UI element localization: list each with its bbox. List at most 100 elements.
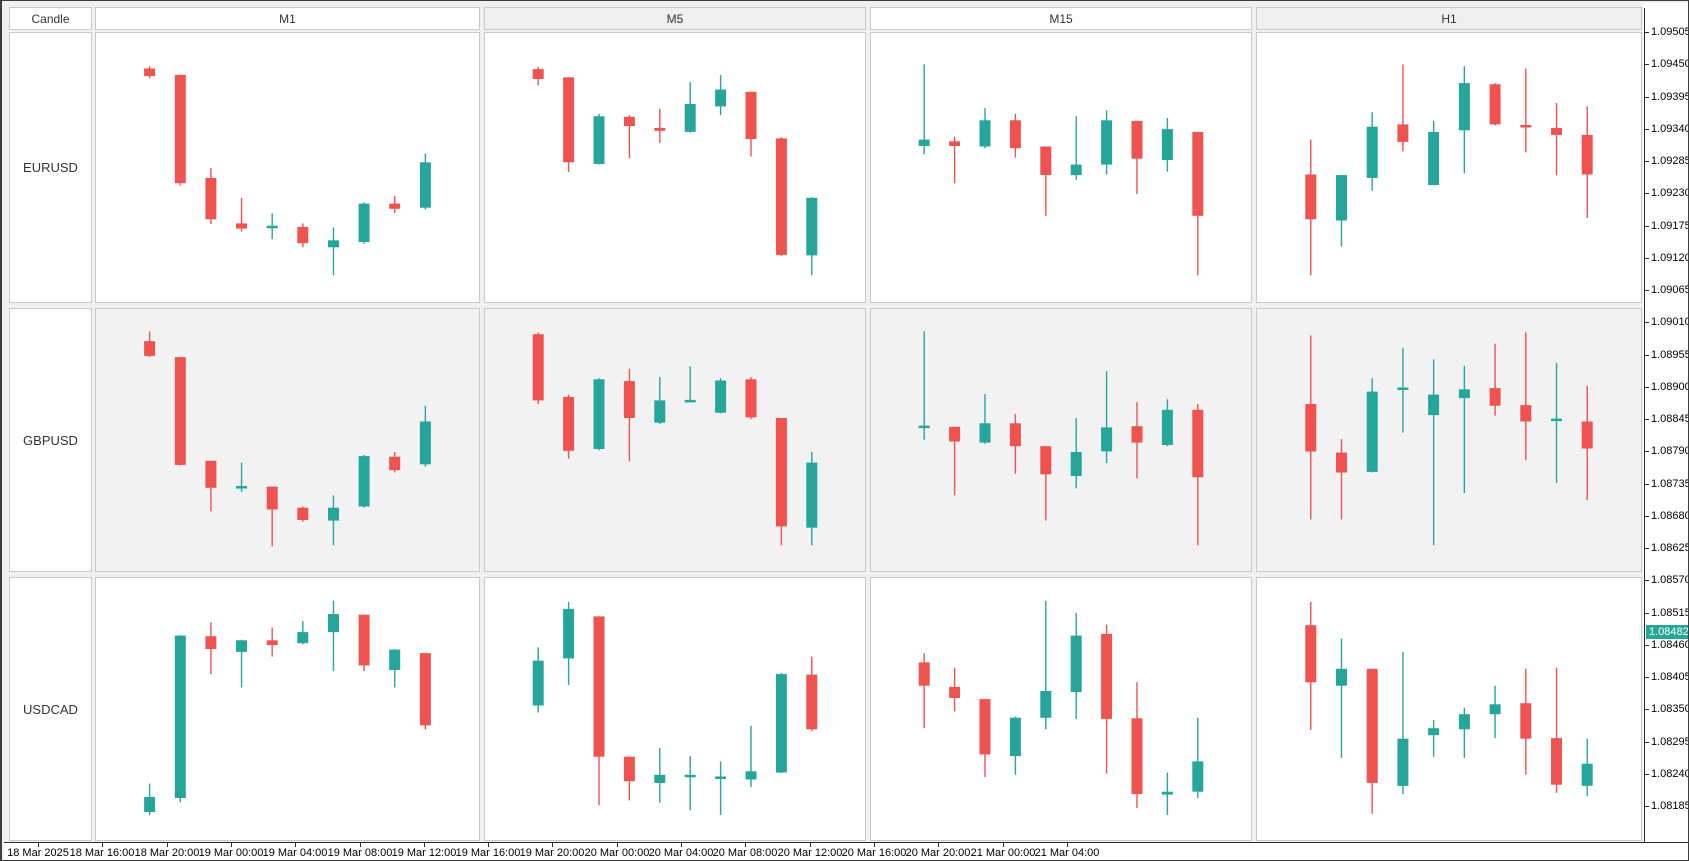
candle-body-up <box>1070 635 1082 693</box>
price-axis-label: 1.09340 <box>1651 123 1689 135</box>
chart-panel-gbpusd-h1[interactable] <box>1256 308 1642 572</box>
candle-body-up <box>1581 763 1593 786</box>
candle-body-up <box>1161 409 1173 445</box>
time-axis-label: 20 Mar 12:00 <box>777 847 843 859</box>
time-axis-label: 21 Mar 00:00 <box>970 847 1036 859</box>
candle-body-up <box>1458 83 1470 131</box>
chart-panel-eurusd-m5[interactable] <box>484 32 866 303</box>
time-axis-label: 19 Mar 20:00 <box>519 847 585 859</box>
candle-body-up <box>563 608 575 659</box>
candle-body-down <box>1551 738 1562 785</box>
candle-body-down <box>1305 625 1317 683</box>
candle-body-up <box>297 632 309 644</box>
candle-body-up <box>1397 387 1409 390</box>
price-axis-label: 1.08570 <box>1651 574 1689 586</box>
candle-body-down <box>1131 426 1143 443</box>
candle-body-up <box>1161 791 1173 795</box>
price-axis-label: 1.08515 <box>1651 607 1689 619</box>
candlestick-chart <box>532 66 818 276</box>
candlestick-chart <box>144 66 431 276</box>
price-axis-tick <box>1644 258 1649 259</box>
price-axis-label: 1.08625 <box>1651 542 1689 554</box>
candle-body-up <box>654 400 666 423</box>
time-axis-tick <box>102 843 103 847</box>
candle-body-up <box>1192 761 1204 792</box>
candle-body-up <box>1458 714 1470 730</box>
price-axis-label: 1.08955 <box>1651 349 1689 361</box>
time-axis-tick <box>1067 843 1068 847</box>
time-axis-background <box>4 842 1688 860</box>
price-axis-tick <box>1644 32 1649 33</box>
candle-body-up <box>1161 129 1173 160</box>
candle-body-up <box>174 635 186 798</box>
time-axis-tick <box>874 843 875 847</box>
row-label-eurusd: EURUSD <box>9 32 92 303</box>
chart-panel-eurusd-m1[interactable] <box>95 32 480 303</box>
candle-body-down <box>1040 446 1052 475</box>
candle-body-up <box>1101 120 1113 165</box>
candle-body-down <box>1009 120 1021 149</box>
candle-body-up <box>1458 389 1470 399</box>
time-axis-tick <box>1003 843 1004 847</box>
candle-body-up <box>1009 717 1021 757</box>
candle-body-down <box>144 341 156 356</box>
current-price-badge: 1.08482 <box>1646 625 1688 639</box>
candle-body-down <box>1131 718 1143 794</box>
candle-body-down <box>623 756 635 782</box>
candle-body-up <box>654 774 666 783</box>
candle-body-down <box>1009 423 1021 447</box>
price-axis-tick <box>1644 322 1649 323</box>
chart-panel-eurusd-m15[interactable] <box>870 32 1252 303</box>
price-axis-label: 1.08240 <box>1651 768 1689 780</box>
candle-body-down <box>389 203 401 209</box>
row-label-gbpusd: GBPUSD <box>9 308 92 572</box>
time-axis-label: 19 Mar 04:00 <box>262 847 328 859</box>
candle-body-up <box>358 456 370 507</box>
price-axis-label: 1.08790 <box>1651 445 1689 457</box>
time-axis-label: 20 Mar 00:00 <box>584 847 650 859</box>
price-axis-label: 1.09285 <box>1651 155 1689 167</box>
candle-body-down <box>358 614 370 666</box>
price-axis-label: 1.09230 <box>1651 187 1689 199</box>
price-axis-tick <box>1644 64 1649 65</box>
candlestick-chart <box>144 600 431 815</box>
candle-body-down <box>1489 84 1501 125</box>
chart-panel-usdcad-h1[interactable] <box>1256 577 1642 841</box>
price-axis-tick <box>1644 613 1649 614</box>
time-axis-label: 18 Mar 2025 <box>7 847 69 859</box>
candle-body-down <box>1040 146 1052 175</box>
price-axis-tick <box>1644 290 1649 291</box>
time-axis-tick <box>167 843 168 847</box>
chart-panel-gbpusd-m15[interactable] <box>870 308 1252 572</box>
chart-panel-gbpusd-m5[interactable] <box>484 308 866 572</box>
candle-body-up <box>593 379 605 449</box>
candle-body-up <box>1040 691 1052 718</box>
price-axis-background <box>1643 3 1688 842</box>
price-axis-label: 1.09395 <box>1651 91 1689 103</box>
price-axis-tick <box>1644 645 1649 646</box>
chart-panel-gbpusd-m1[interactable] <box>95 308 480 572</box>
candle-body-up <box>1101 427 1113 452</box>
time-axis-label: 20 Mar 16:00 <box>841 847 907 859</box>
time-axis-label: 19 Mar 00:00 <box>198 847 264 859</box>
chart-panel-usdcad-m1[interactable] <box>95 577 480 841</box>
price-axis-tick <box>1644 774 1649 775</box>
candle-body-up <box>1428 132 1440 185</box>
candle-body-up <box>419 421 431 465</box>
candle-body-down <box>745 379 757 418</box>
header-timeframe-m5: M5 <box>484 7 866 30</box>
candle-body-down <box>775 418 787 527</box>
price-axis-tick <box>1644 355 1649 356</box>
chart-panel-eurusd-h1[interactable] <box>1256 32 1642 303</box>
price-axis-tick <box>1644 742 1649 743</box>
price-axis-tick <box>1644 226 1649 227</box>
chart-panel-usdcad-m5[interactable] <box>484 577 866 841</box>
candlestick-chart <box>532 332 818 546</box>
candle-body-down <box>1192 409 1204 478</box>
chart-panel-usdcad-m15[interactable] <box>870 577 1252 841</box>
candle-body-up <box>806 197 818 256</box>
candle-body-down <box>949 426 961 442</box>
candle-body-down <box>297 226 309 244</box>
candle-body-up <box>144 796 156 812</box>
time-axis-label: 20 Mar 08:00 <box>712 847 778 859</box>
